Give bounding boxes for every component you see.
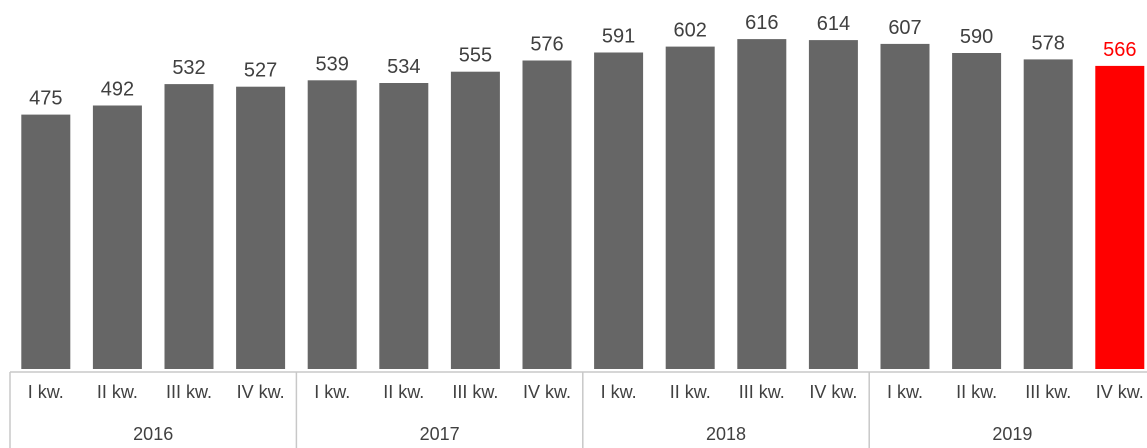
value-label-11: 616	[745, 12, 778, 34]
category-label-1: I kw.	[28, 382, 64, 402]
category-label-2: II kw.	[97, 382, 138, 402]
bar-2	[93, 106, 142, 370]
category-label-15: III kw.	[1025, 382, 1071, 402]
value-label-5: 539	[316, 53, 349, 75]
bar-13	[881, 44, 930, 369]
value-label-10: 602	[674, 20, 707, 42]
value-label-1: 475	[29, 88, 62, 110]
bar-3	[165, 84, 214, 369]
value-label-13: 607	[888, 17, 921, 39]
bar-4	[236, 87, 285, 369]
category-label-10: II kw.	[670, 382, 711, 402]
category-label-6: II kw.	[383, 382, 424, 402]
category-label-3: III kw.	[166, 382, 212, 402]
group-label-2017: 2017	[420, 424, 460, 444]
bars-layer	[21, 39, 1144, 369]
category-label-8: IV kw.	[523, 382, 571, 402]
bar-5	[308, 80, 357, 369]
value-label-16: 566	[1103, 39, 1136, 61]
bar-16	[1095, 66, 1144, 369]
value-label-9: 591	[602, 26, 635, 48]
bar-1	[21, 115, 70, 369]
bar-11	[737, 39, 786, 369]
category-label-9: I kw.	[601, 382, 637, 402]
category-label-11: III kw.	[739, 382, 785, 402]
value-label-14: 590	[960, 26, 993, 48]
value-label-12: 614	[817, 13, 850, 35]
category-label-13: I kw.	[887, 382, 923, 402]
category-label-4: IV kw.	[237, 382, 285, 402]
bar-10	[666, 47, 715, 369]
bar-15	[1024, 59, 1073, 369]
category-label-16: IV kw.	[1096, 382, 1144, 402]
category-label-14: II kw.	[956, 382, 997, 402]
value-label-2: 492	[101, 79, 134, 101]
value-label-8: 576	[530, 34, 563, 56]
bar-14	[952, 53, 1001, 369]
group-label-2016: 2016	[133, 424, 173, 444]
group-label-2018: 2018	[706, 424, 746, 444]
bar-7	[451, 72, 500, 369]
group-label-2019: 2019	[992, 424, 1032, 444]
value-label-3: 532	[172, 57, 205, 79]
category-label-5: I kw.	[314, 382, 350, 402]
bar-8	[523, 61, 572, 370]
bar-12	[809, 40, 858, 369]
value-label-6: 534	[387, 56, 420, 78]
bar-9	[594, 53, 643, 370]
value-label-7: 555	[459, 45, 492, 67]
category-label-12: IV kw.	[809, 382, 857, 402]
value-label-4: 527	[244, 60, 277, 82]
value-label-15: 578	[1032, 32, 1065, 54]
x-axis: I kw. II kw. III kw. IV kw. I kw. II kw. III k…	[10, 372, 1147, 448]
category-label-7: III kw.	[452, 382, 498, 402]
bar-6	[379, 83, 428, 369]
